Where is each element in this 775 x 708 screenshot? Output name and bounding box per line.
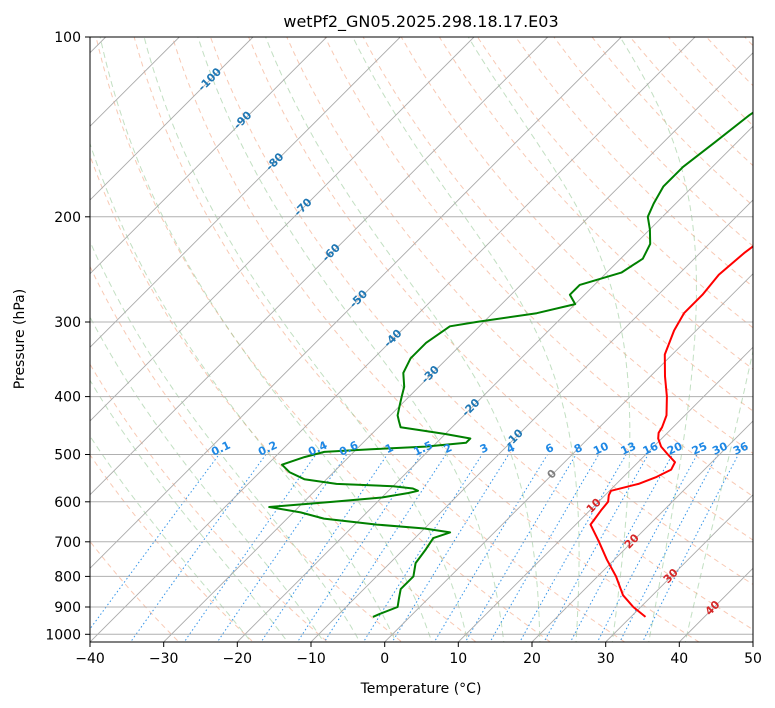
y-tick-label: 500 [54, 448, 81, 464]
plot-frame [89, 36, 754, 643]
x-tick-label: −40 [75, 651, 105, 667]
mixing-ratio-line [90, 454, 220, 630]
moist-adiabat [265, 37, 541, 642]
x-tick-label: 50 [744, 651, 762, 667]
mixing-ratio-line [216, 454, 348, 642]
dry-adiabat [771, 24, 775, 647]
isotherm-line [752, 641, 753, 642]
moist-adiabat [90, 379, 289, 642]
mixing-ratio-line [596, 454, 698, 642]
isotherm-line [90, 37, 254, 201]
dry-adiabat [90, 154, 477, 642]
y-tick-label: 300 [54, 315, 81, 331]
moist-adiabat [684, 348, 753, 642]
mixing-ratio-label: 30 [710, 439, 730, 457]
moist-adiabat [90, 142, 397, 642]
x-tick-label: 40 [670, 651, 688, 667]
x-tick-label: −20 [223, 651, 253, 667]
dry-adiabat [362, 37, 753, 455]
mixing-ratio-line [391, 454, 510, 642]
moist-adiabat [352, 37, 580, 642]
mixing-ratio-line [129, 454, 267, 642]
isotherm-line [310, 199, 753, 642]
isotherm-line [90, 37, 622, 569]
moist-adiabat [90, 315, 325, 642]
dry-adiabat [476, 37, 753, 329]
dry-adiabat [400, 37, 753, 412]
y-tick-label: 800 [54, 569, 81, 585]
y-tick-label: 900 [54, 600, 81, 616]
isotherm-line [457, 346, 753, 642]
mixing-ratio-label: 20 [665, 439, 685, 457]
dry-adiabat [438, 37, 753, 370]
plot-area [90, 37, 753, 642]
isotherm-line [90, 37, 401, 348]
chart-title: wetPf2_GN05.2025.298.18.17.E03 [283, 12, 558, 32]
x-axis-ticks: −40 −30 −20 −10 0 10 20 30 40 50 [75, 642, 762, 667]
mixing-ratio-line [464, 454, 577, 642]
mixing-ratio-line [260, 454, 388, 642]
pressure-gridlines [90, 37, 753, 635]
dry-adiabat [133, 37, 626, 642]
mixing-ratio-label: 10 [591, 439, 611, 457]
isotherm-line [236, 125, 753, 642]
y-tick-label: 1000 [45, 627, 81, 643]
dry-adiabat [553, 37, 753, 247]
temperature-profile [589, 245, 753, 618]
moist-adiabat [143, 37, 469, 642]
isotherm-line [531, 420, 753, 642]
moist-adiabat [197, 37, 505, 642]
dry-adiabat [515, 37, 753, 288]
mixing-ratio-label: 13 [619, 440, 638, 458]
x-tick-label: −10 [296, 651, 326, 667]
isotherm-line [163, 52, 753, 642]
y-tick-label: 400 [54, 390, 81, 406]
mixing-ratio-line [569, 454, 673, 642]
isotherm-line [384, 273, 753, 642]
dry-adiabat [90, 453, 254, 642]
x-tick-label: 20 [523, 651, 541, 667]
isotherm-line [90, 37, 328, 275]
y-tick-label: 100 [54, 30, 81, 46]
x-tick-label: 10 [449, 651, 467, 667]
y-axis-label: Pressure (hPa) [12, 289, 28, 389]
isotherm-line [90, 37, 549, 496]
moist-adiabat [619, 37, 697, 642]
y-tick-label: 600 [54, 495, 81, 511]
dry-adiabat [286, 37, 753, 541]
background-lines [90, 24, 775, 647]
dry-adiabat [324, 37, 753, 498]
dry-adiabat [248, 37, 753, 585]
mixing-ratio-line [362, 454, 483, 642]
x-axis-label: Temperature (°C) [360, 681, 482, 697]
mixing-ratio-line [296, 454, 422, 642]
profile-lines [268, 111, 753, 618]
moist-adiabat [99, 37, 433, 642]
dry-adiabat [90, 265, 403, 642]
mixing-ratio-label: 16 [641, 439, 661, 457]
mixing-ratio-line [619, 454, 719, 642]
y-tick-label: 700 [54, 535, 81, 551]
isotherm-line [605, 494, 753, 642]
dry-adiabat [629, 37, 753, 167]
x-tick-label: −30 [149, 651, 179, 667]
mixing-ratio-label: 36 [731, 439, 751, 457]
dry-adiabat [171, 37, 700, 642]
isotherm-line [90, 37, 696, 642]
moist-adiabat [467, 37, 631, 642]
mixing-ratio-line [323, 454, 447, 642]
dewpoint-profile [268, 111, 753, 618]
y-axis-ticks: 100 200 300 400 500 600 700 800 900 1000 [45, 30, 90, 643]
x-tick-label: 30 [597, 651, 615, 667]
y-tick-label: 200 [54, 210, 81, 226]
isotherm-line [90, 37, 475, 422]
dry-adiabat [90, 540, 180, 642]
moist-adiabat [90, 435, 252, 642]
dry-adiabat [591, 37, 753, 207]
mixing-ratio-line [183, 454, 317, 642]
moist-adiabat [90, 240, 361, 642]
x-tick-label: 0 [380, 651, 389, 667]
mixing-ratio-label: 25 [690, 440, 709, 458]
